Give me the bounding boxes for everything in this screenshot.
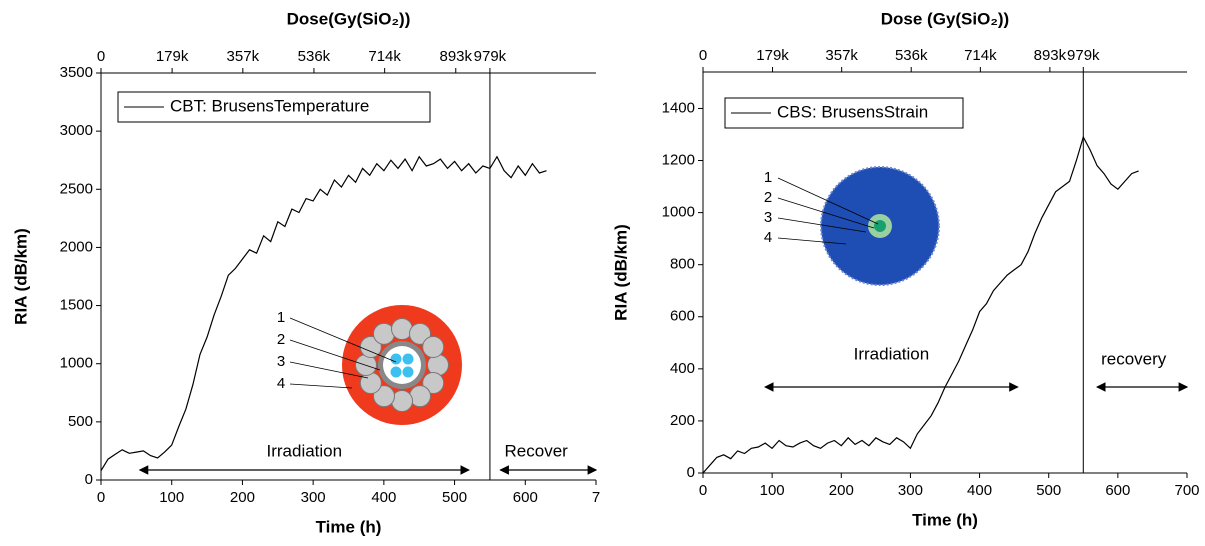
wire — [422, 372, 445, 394]
legend-label: CBT: BrusensTemperature — [170, 96, 369, 115]
x-tick-label: 700 — [1174, 482, 1199, 499]
x-axis-title: Time (h) — [316, 517, 382, 536]
inset-label: 1 — [277, 309, 285, 326]
x-tick-label: 400 — [371, 489, 396, 506]
x-tick-label: 300 — [898, 482, 923, 499]
legend-label: CBS: BrusensStrain — [777, 102, 928, 121]
inset-label: 2 — [764, 189, 772, 206]
x2-tick-label: 979k — [474, 48, 507, 65]
annotation: recovery — [1101, 349, 1167, 368]
x2-axis-title: Dose(Gy(SiO₂)) — [287, 9, 411, 28]
inset-cable-cbs: 1 2 3 4 — [764, 166, 940, 286]
inset-label: 3 — [277, 353, 285, 370]
y-tick-label: 1400 — [662, 99, 695, 116]
x2-tick-label: 0 — [97, 48, 105, 65]
y-tick-label: 800 — [670, 256, 695, 273]
wire — [409, 322, 431, 345]
x-tick-label: 400 — [967, 482, 992, 499]
x-tick-label: 500 — [1036, 482, 1061, 499]
x2-tick-label: 893k — [439, 48, 472, 65]
y-tick-label: 500 — [68, 413, 93, 430]
y-tick-label: 200 — [670, 412, 695, 429]
x-tick-label: 0 — [97, 489, 105, 506]
x-tick-label: 200 — [829, 482, 854, 499]
inset-label: 2 — [277, 331, 285, 348]
y-tick-label: 1000 — [60, 355, 93, 372]
x2-tick-label: 979k — [1067, 47, 1100, 64]
x2-tick-label: 357k — [825, 47, 858, 64]
x-tick-label: 0 — [699, 482, 707, 499]
x2-axis-title: Dose (Gy(SiO₂)) — [881, 9, 1009, 28]
y-tick-label: 2000 — [60, 238, 93, 255]
y-tick-label: 1200 — [662, 152, 695, 169]
wire — [373, 385, 395, 408]
x2-tick-label: 179k — [756, 47, 789, 64]
y-tick-label: 1000 — [662, 204, 695, 221]
x2-tick-label: 179k — [156, 48, 189, 65]
annotation: Recover — [505, 441, 569, 460]
x-tick-label: 500 — [442, 489, 467, 506]
annotation: Irradiation — [266, 441, 342, 460]
x2-tick-label: 893k — [1034, 47, 1067, 64]
x2-tick-label: 536k — [895, 47, 928, 64]
x2-tick-label: 536k — [298, 48, 331, 65]
x-axis-title: Time (h) — [912, 510, 978, 529]
y-tick-label: 600 — [670, 308, 695, 325]
x-tick-label: 7 — [592, 489, 600, 506]
y-tick-label: 2500 — [60, 180, 93, 197]
x-tick-label: 200 — [230, 489, 255, 506]
x2-tick-label: 714k — [964, 47, 997, 64]
y-axis-title: RIA (dB/km) — [11, 228, 30, 325]
inset-label: 1 — [764, 169, 772, 186]
x-tick-label: 100 — [760, 482, 785, 499]
x2-tick-label: 357k — [227, 48, 260, 65]
data-line — [100, 155, 547, 472]
y-tick-label: 0 — [687, 464, 695, 481]
legend-box — [117, 91, 431, 123]
y-tick-label: 400 — [670, 360, 695, 377]
wire — [422, 336, 445, 358]
y-tick-label: 1500 — [60, 297, 93, 314]
y-tick-label: 3000 — [60, 122, 93, 139]
inset-cable-cbt: 1 2 3 4 — [277, 305, 462, 425]
inset-label: 4 — [277, 375, 285, 392]
y-tick-label: 0 — [85, 471, 93, 488]
x-tick-label: 300 — [301, 489, 326, 506]
x2-tick-label: 0 — [699, 47, 707, 64]
inset-label: 4 — [764, 229, 772, 246]
y-axis-title: RIA (dB/km) — [611, 224, 630, 321]
inset-label: 3 — [764, 209, 772, 226]
x-tick-label: 100 — [159, 489, 184, 506]
x-tick-label: 600 — [1105, 482, 1130, 499]
data-line — [702, 135, 1139, 474]
annotation: Irradiation — [854, 344, 930, 363]
y-tick-label: 3500 — [60, 64, 93, 81]
x2-tick-label: 714k — [368, 48, 401, 65]
x-tick-label: 600 — [513, 489, 538, 506]
